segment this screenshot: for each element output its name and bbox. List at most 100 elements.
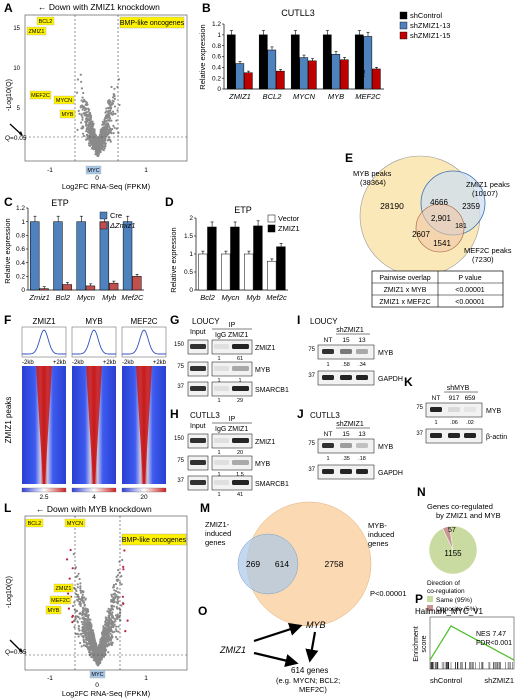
panel-letter: D [165, 195, 174, 209]
blot-band [340, 469, 352, 474]
bar [276, 70, 285, 90]
volcano-point [107, 607, 110, 610]
volcano-point [96, 153, 99, 156]
volcano-point [121, 595, 124, 598]
volcano-point [71, 614, 74, 617]
blot-band [190, 480, 206, 485]
volcano-point [110, 103, 113, 107]
volcano-point [103, 635, 106, 638]
volcano-point [107, 129, 111, 132]
blot-band [232, 480, 249, 485]
volcano-point [109, 109, 112, 112]
volcano-point [103, 138, 107, 141]
volcano-point [116, 638, 119, 641]
heatmap-ylabel: ZMIZ1 peaks [4, 397, 13, 444]
panel-letter: B [202, 1, 211, 15]
bar [122, 221, 133, 291]
volcano-point [122, 568, 125, 571]
volcano-point [109, 107, 112, 110]
axis-tick: +2kb [153, 360, 167, 366]
volcano-point [93, 657, 96, 660]
volcano-point [90, 655, 93, 659]
volcano-point [72, 619, 75, 623]
volcano-point [104, 620, 107, 624]
y-axis-label: Relative expression [198, 24, 207, 89]
volcano-point [105, 623, 108, 626]
volcano-point [66, 558, 69, 561]
volcano-point [105, 107, 108, 110]
group-label: shZMIZ1 [336, 327, 364, 334]
volcano-point [109, 127, 112, 130]
venn-zmiz1-induced [237, 533, 299, 595]
arrow-zmiz1-genes [253, 651, 299, 667]
bar [290, 34, 300, 90]
volcano-point [124, 630, 127, 633]
volcano-point [72, 553, 75, 556]
bar [372, 68, 381, 90]
blot-target: ZMIZ1 [255, 345, 275, 352]
pie-label: 57 [448, 527, 456, 534]
mw-marker: 37 [308, 467, 315, 473]
blot-target: SMARCB1 [255, 387, 289, 394]
bar [267, 49, 277, 90]
volcano-point [101, 134, 104, 137]
volcano-point [94, 650, 97, 653]
volcano-point [103, 147, 106, 150]
bar [340, 59, 349, 90]
blot-band [190, 386, 206, 391]
bar [230, 226, 240, 291]
volcano-point [76, 632, 79, 636]
mw-marker: 75 [308, 441, 315, 447]
volcano-point [82, 134, 85, 138]
volcano-point [82, 635, 85, 638]
panel-letter: I [297, 313, 300, 327]
volcano-point [96, 654, 99, 658]
x-tick: MEF2C [355, 92, 381, 101]
volcano-point [85, 631, 88, 634]
quant-value: 1 [326, 362, 329, 368]
panel-letter: E [345, 151, 353, 165]
panel-letter: N [417, 485, 426, 499]
volcano-point [68, 577, 71, 580]
scale-max: 4 [92, 494, 96, 501]
volcano-point [82, 638, 85, 642]
scale-max: 2.5 [39, 494, 48, 501]
myb-peaks-count: (38364) [360, 178, 386, 187]
gsea-nes: NES 7.47 [476, 631, 506, 638]
volcano-point [76, 586, 79, 589]
bar [76, 221, 86, 291]
x-tick: Zmiz1 [28, 293, 49, 302]
volcano-point [85, 626, 88, 630]
volcano-point [112, 596, 116, 599]
volcano-point [107, 640, 110, 643]
volcano-point [83, 604, 86, 607]
oncogene-box [121, 533, 187, 546]
volcano-point [112, 593, 115, 596]
volcano-point [104, 111, 107, 114]
volcano-point [122, 565, 125, 569]
blot-band [232, 438, 249, 443]
volcano-point [80, 99, 83, 102]
blot-band [464, 407, 476, 412]
x-tick: ZMIZ1 [228, 92, 251, 101]
volcano-point [83, 632, 86, 635]
venn-region: 2359 [462, 202, 480, 211]
volcano-point [115, 625, 118, 628]
bar [53, 221, 63, 291]
volcano-point [97, 664, 100, 667]
x-axis-label: Log2FC RNA-Seq (FPKM) [62, 182, 151, 191]
volcano-point [92, 659, 95, 662]
blot-target: SMARCB1 [255, 481, 289, 488]
legend-item: ΔZmiz1 [109, 221, 135, 230]
volcano-point [77, 635, 80, 638]
panel-o: O ZMIZ1 MYB 614 genes (e.g. MYCN; BCL2; … [198, 604, 340, 694]
volcano-point [116, 574, 120, 577]
mw-marker: 37 [177, 478, 184, 484]
volcano-point [89, 120, 92, 123]
volcano-point [81, 593, 84, 597]
y-tick: 10 [13, 66, 20, 72]
panel-letter: G [170, 313, 179, 327]
volcano-point [91, 124, 95, 127]
volcano-point [89, 628, 92, 631]
